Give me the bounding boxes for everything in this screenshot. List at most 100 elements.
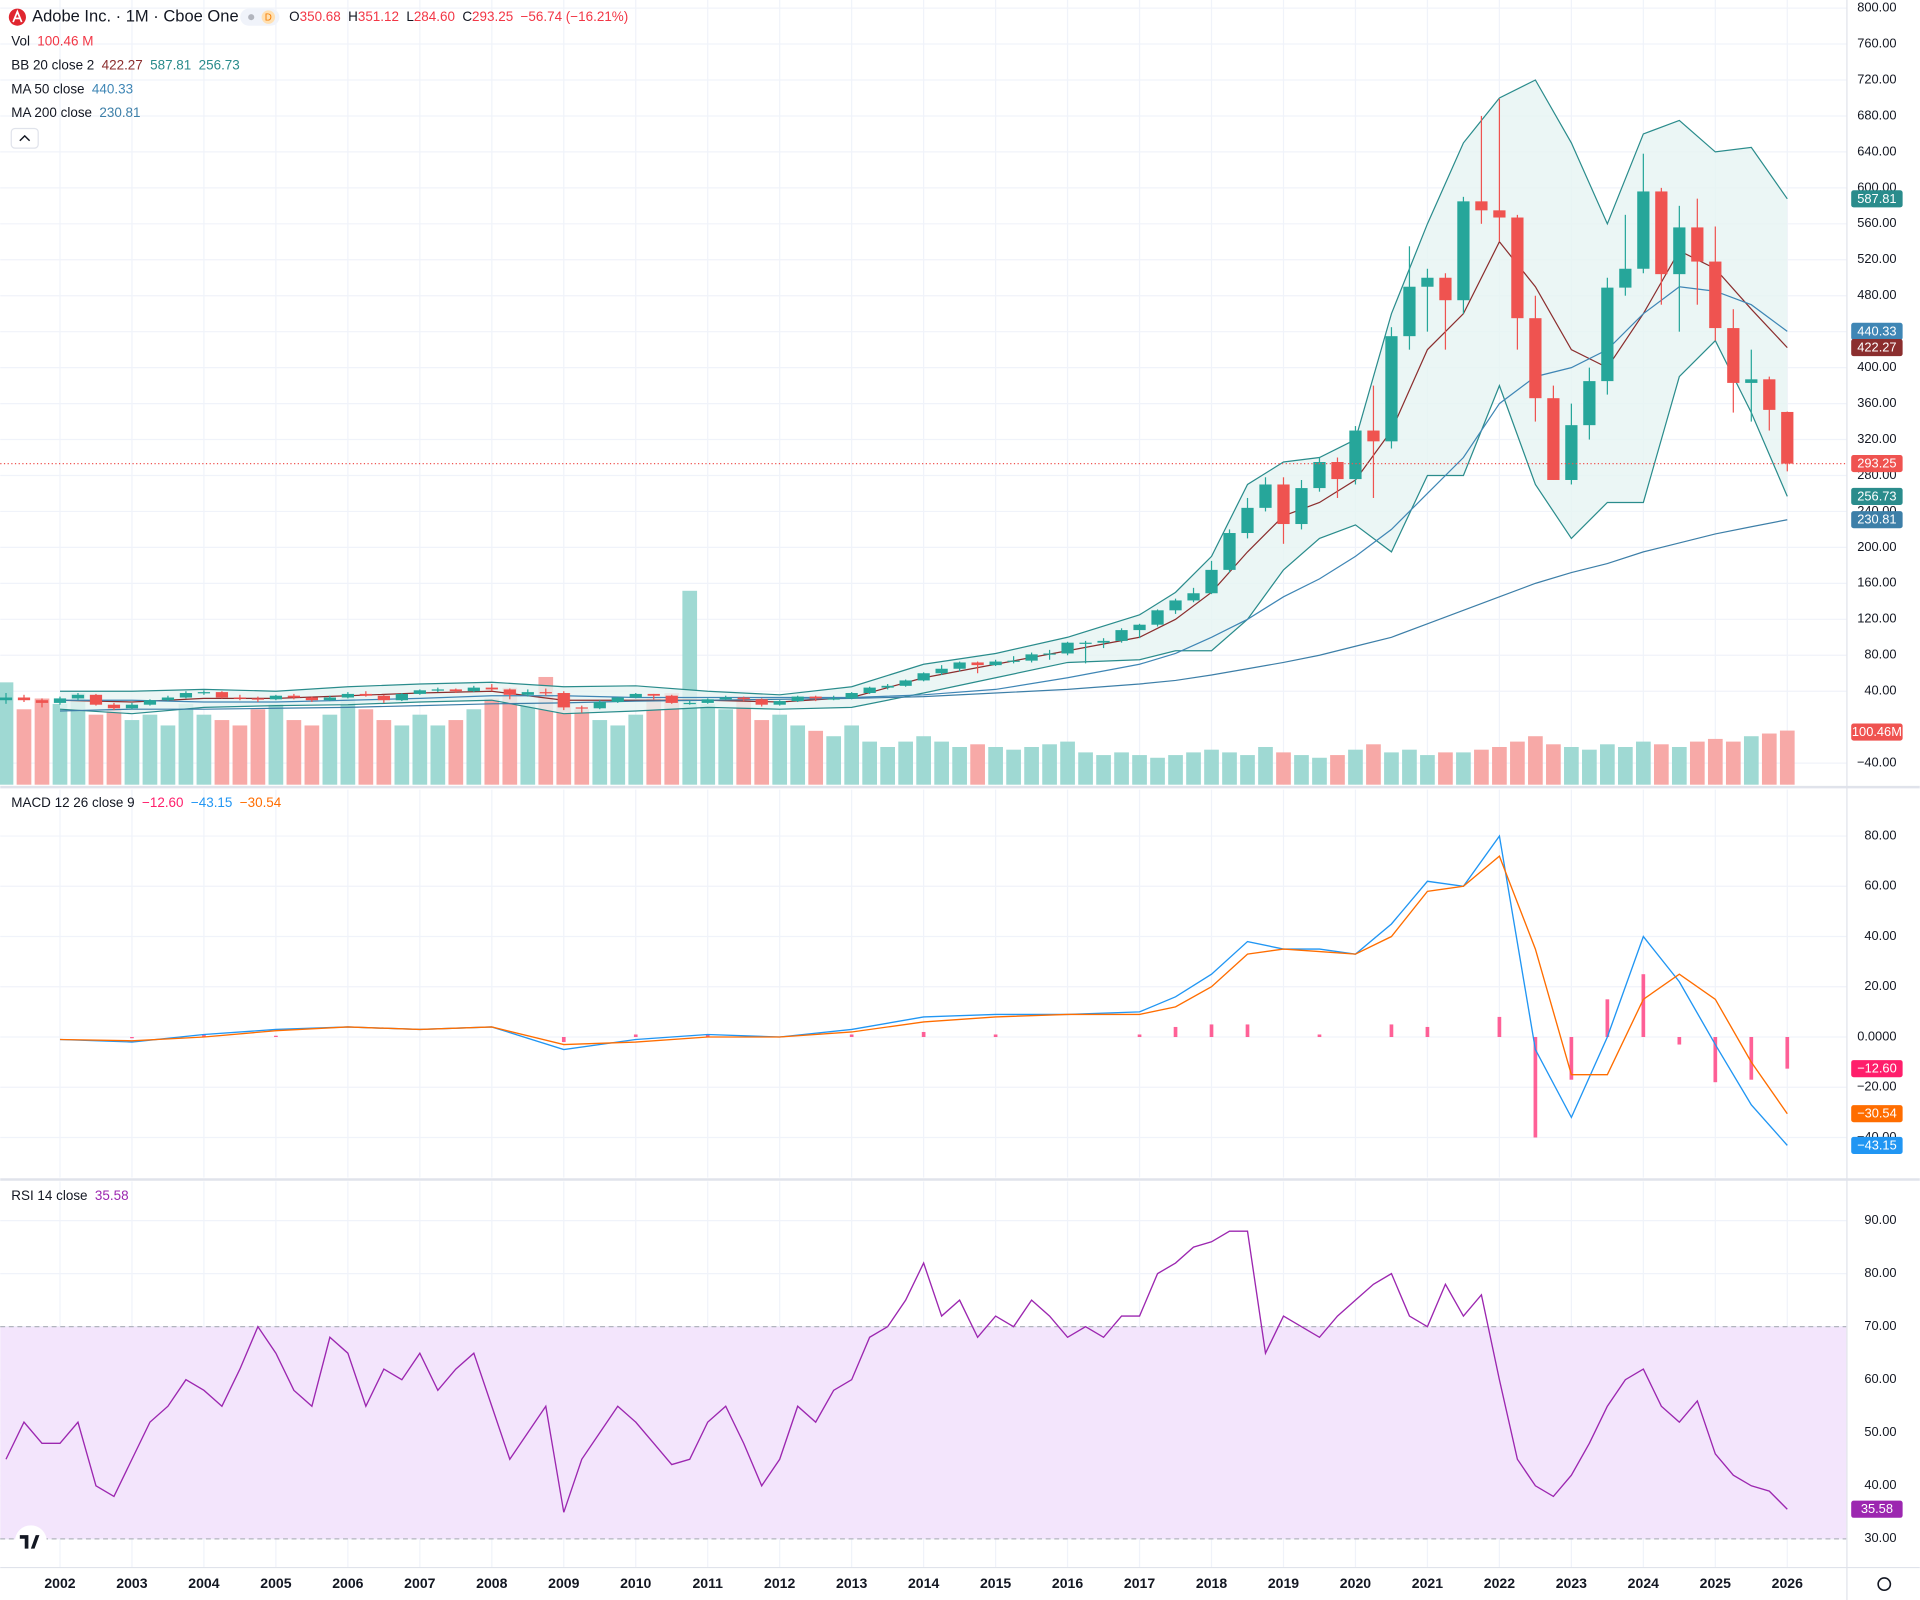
candle-body (1655, 191, 1668, 275)
collapse-button[interactable] (10, 127, 39, 149)
indicator-row: Vol 100.46 M (11, 33, 93, 48)
x-tick-label: 2017 (1124, 1575, 1155, 1591)
indicator-name: BB 20 close 2 (11, 57, 94, 72)
ohlc-value: 351.12 (358, 9, 399, 24)
volume-bar (1725, 741, 1741, 785)
volume-bar (178, 703, 194, 785)
y-tick-label: 30.00 (1864, 1530, 1896, 1545)
candle-body (1043, 653, 1056, 655)
candle-body (1169, 600, 1182, 611)
candle-body (17, 697, 31, 701)
volume-bar (1564, 746, 1579, 785)
candle-body (1691, 227, 1704, 262)
macd-histogram-bar (274, 1035, 278, 1038)
axis-badge-label: 422.27 (1857, 340, 1896, 355)
candle-body (1727, 328, 1740, 383)
volume-bar (1294, 755, 1309, 785)
candle-body (593, 702, 606, 709)
candle-body (989, 661, 1002, 666)
macd-histogram-bar (1749, 1037, 1754, 1080)
candle-body (1781, 411, 1794, 464)
macd-histogram-bar (130, 1037, 134, 1039)
indicator-name: MA 50 close (11, 81, 84, 96)
candle-body (809, 696, 822, 699)
candle-body (1223, 533, 1236, 570)
indicator-row: RSI 14 close 35.58 (11, 1188, 128, 1203)
volume-bar (196, 714, 212, 785)
volume-bar (1330, 755, 1345, 785)
candle-body (557, 693, 570, 708)
indicator-name: MA 200 close (11, 105, 92, 120)
candle-body (143, 700, 157, 705)
candle-body (971, 662, 984, 666)
candle-body (899, 680, 912, 686)
volume-bar (412, 714, 428, 785)
candle-body (935, 668, 948, 674)
indicator-value: 35.58 (95, 1188, 129, 1203)
indicator-name: MACD 12 26 close 9 (11, 795, 134, 810)
volume-bar (790, 725, 806, 785)
candle-body (251, 698, 265, 700)
indicator-name: Vol (11, 33, 30, 48)
volume-bar (1707, 738, 1723, 785)
volume-bar (1636, 741, 1651, 785)
volume-bar (1114, 752, 1129, 785)
volume-bar (1582, 749, 1597, 785)
indicator-row: BB 20 close 2 422.27 587.81 256.73 (11, 57, 240, 72)
candle-body (575, 707, 588, 709)
macd-histogram-bar (202, 1034, 206, 1038)
volume-bar (682, 590, 698, 785)
volume-bar (142, 714, 158, 785)
volume-bar (1402, 749, 1417, 785)
x-tick-label: 2019 (1268, 1575, 1299, 1591)
candle-body (161, 697, 175, 701)
ohlc-value: 293.25 (472, 9, 513, 24)
volume-bar (862, 741, 878, 785)
axis-badge (1851, 455, 1903, 473)
axis-badge (1851, 511, 1903, 529)
candle-body (1241, 507, 1254, 534)
indicator-value: −43.15 (191, 795, 233, 810)
candle-body (1259, 484, 1272, 508)
macd-histogram-bar (1137, 1034, 1142, 1038)
y-tick-label: 800.00 (1857, 0, 1896, 14)
volume-bar (124, 720, 140, 785)
candle-body (35, 700, 49, 703)
volume-bar (1474, 749, 1489, 785)
candle-body (1277, 484, 1290, 525)
y-tick-label: 760.00 (1857, 35, 1896, 50)
settings-button[interactable] (1877, 1577, 1892, 1592)
volume-bar (286, 720, 302, 785)
candle-body (467, 687, 480, 692)
candle-body (1637, 191, 1650, 269)
tradingview-logo (14, 1525, 47, 1558)
volume-bar (1240, 755, 1255, 785)
volume-bar (1132, 755, 1147, 785)
y-tick-label: 40.00 (1864, 683, 1896, 698)
volume-bar (1779, 730, 1795, 785)
ohlc-label: L (406, 9, 414, 24)
indicator-row: MA 200 close 230.81 (11, 105, 140, 120)
bollinger-band-fill (59, 79, 1788, 714)
candle-body (287, 695, 301, 698)
candle-body (107, 704, 121, 709)
volume-bar (1222, 752, 1237, 785)
ohlc-label: O (289, 9, 299, 24)
x-tick-label: 2013 (836, 1575, 867, 1591)
candle-body (1097, 640, 1110, 643)
candle-body (1763, 379, 1776, 410)
ohlc-value: 350.68 (300, 9, 341, 24)
macd-histogram-bar (849, 1034, 854, 1038)
volume-bar (808, 730, 824, 785)
candle-body (755, 699, 768, 705)
y-tick-label: 520.00 (1857, 251, 1896, 266)
volume-bar (1186, 752, 1201, 785)
candle-body (1421, 277, 1434, 287)
volume-bar (1024, 746, 1039, 785)
x-tick-label: 2014 (908, 1575, 939, 1591)
volume-bar (844, 725, 860, 785)
volume-bar (664, 693, 680, 785)
volume-bar (1528, 736, 1543, 785)
macd-histogram-bar (633, 1034, 638, 1038)
